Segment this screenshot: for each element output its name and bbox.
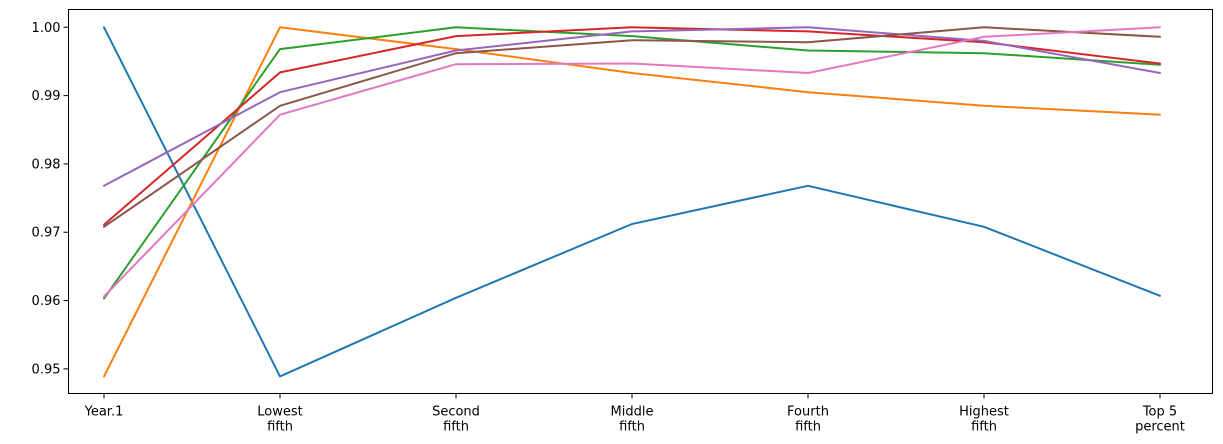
series-layer (103, 26, 1161, 378)
x-tick-label: Lowest fifth (257, 405, 302, 435)
x-tick-label-line: Highest (959, 405, 1009, 420)
y-axis: 0.95 0.96 0.97 0.98 0.99 1.00 (32, 21, 69, 377)
x-tick-label-line: fifth (795, 420, 821, 435)
series-line-1 (103, 26, 1161, 378)
x-tick-label-line: Lowest (257, 405, 302, 420)
series-line-2 (103, 26, 1161, 378)
y-tick-label: 0.95 (32, 362, 61, 377)
x-tick-label-line: fifth (971, 420, 997, 435)
x-tick-label: Year.1 (84, 405, 124, 420)
x-tick-label: Middle fifth (611, 405, 654, 435)
series-line-4 (103, 26, 1161, 226)
y-tick-label: 1.00 (32, 21, 61, 36)
series-line-6 (103, 26, 1161, 228)
x-tick-label-line: Fourth (787, 405, 829, 420)
x-tick-label-line: Top 5 (1142, 405, 1177, 420)
x-tick-label: Fourth fifth (787, 405, 829, 435)
x-tick-label-line: Middle (611, 405, 654, 420)
y-tick-label: 0.98 (32, 157, 61, 172)
x-tick-label: Second fifth (432, 405, 480, 435)
x-tick-label-line: Year.1 (84, 405, 124, 420)
x-tick-label-line: percent (1135, 420, 1185, 435)
series-line-3 (103, 26, 1161, 300)
y-tick-label: 0.96 (32, 294, 61, 309)
y-tick-label: 0.97 (32, 226, 61, 241)
x-tick-label-line: Second (432, 405, 480, 420)
x-tick-label: Top 5 percent (1135, 405, 1185, 435)
axes-frame (68, 9, 1213, 394)
axes-layer (68, 9, 1213, 394)
x-tick-label: Highest fifth (959, 405, 1009, 435)
series-line-7 (103, 26, 1161, 298)
y-tick-label: 0.99 (32, 89, 61, 104)
x-tick-label-line: fifth (619, 420, 645, 435)
x-tick-label-line: fifth (267, 420, 293, 435)
x-tick-label-line: fifth (443, 420, 469, 435)
series-line-5 (103, 26, 1161, 187)
